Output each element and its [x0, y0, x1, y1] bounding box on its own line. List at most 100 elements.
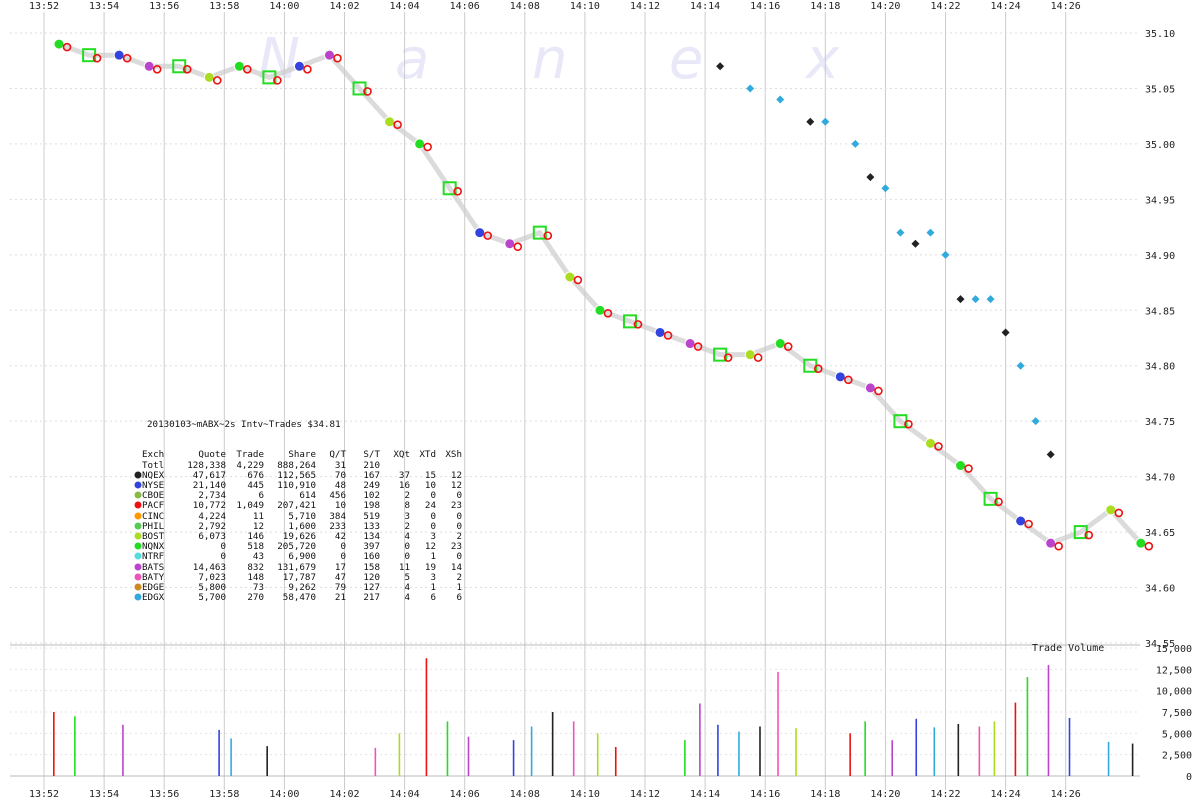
- volume-bar: [1014, 702, 1017, 776]
- x-tick-label: 14:26: [1051, 1, 1081, 12]
- legend-cell: 47,617: [192, 469, 226, 481]
- legend-cell: 1,600: [288, 520, 316, 532]
- legend-row: CBOE 2,734 6 614 456 102 2 0 0: [134, 491, 462, 501]
- legend-cell: 0: [456, 510, 462, 522]
- trade-marker-ring: [363, 87, 372, 96]
- legend-exchange-name: CBOE: [142, 490, 165, 502]
- legend-cell: 16: [398, 480, 410, 492]
- legend-row: BOST 6,073 146 19,626 42 134 4 3 2: [134, 530, 462, 542]
- volume-bar: [864, 721, 866, 776]
- trade-marker-ring: [543, 231, 553, 240]
- trade-marker-circle: [924, 437, 936, 449]
- volume-bar: [1068, 717, 1071, 776]
- legend-cell: 0: [430, 510, 436, 522]
- legend-cell: 4: [404, 592, 410, 604]
- legend-cell: 0: [430, 490, 436, 502]
- legend-cell: 205,720: [277, 541, 316, 553]
- volume-bar: [551, 712, 554, 776]
- legend-cell: 518: [247, 541, 264, 553]
- trade-marker-circle: [594, 304, 606, 316]
- volume-bar: [777, 671, 779, 776]
- legend-cell: 384: [329, 510, 346, 522]
- edgx-quote-marker: [776, 95, 785, 104]
- trade-marker-ring: [1054, 541, 1063, 551]
- legend-cell: 8: [404, 500, 410, 512]
- x-tick-label: 14:02: [329, 789, 359, 800]
- legend-row: NQEX 47,617 676 112,565 70 167 37 15 12: [134, 469, 462, 481]
- volume-bar: [425, 658, 428, 776]
- legend-cell: 43: [252, 551, 264, 563]
- volume-bar: [266, 746, 268, 776]
- x-tick-label: 14:20: [870, 1, 900, 12]
- legend-cell: 3: [430, 571, 436, 583]
- legend-cell: 217: [363, 592, 380, 604]
- trade-marker-ring: [934, 442, 943, 451]
- edgx-quote-marker: [806, 117, 815, 126]
- x-tick-label: 13:52: [29, 789, 59, 800]
- legend-cell: Q/T: [329, 449, 346, 461]
- legend-cell: Quote: [198, 449, 226, 461]
- trade-marker-ring: [844, 375, 853, 385]
- price-markers: [53, 38, 1154, 551]
- volume-label: Trade Volume: [1032, 643, 1104, 654]
- legend-exchange-name: Totl: [142, 459, 165, 471]
- legend-cell: 5,710: [288, 510, 316, 522]
- chart-gridlines: [10, 12, 1140, 790]
- legend-cell: 5,700: [198, 592, 226, 604]
- x-tick-label: 13:56: [149, 789, 179, 800]
- legend-cell: 6: [258, 490, 264, 502]
- volume-bar: [1026, 677, 1029, 776]
- legend-cell: 6,900: [288, 551, 316, 563]
- legend-cell: 133: [363, 520, 380, 532]
- trade-marker-ring: [633, 320, 643, 329]
- legend-cell: 832: [247, 561, 264, 573]
- legend-cell: XSh: [445, 449, 462, 461]
- legend-cell: 70: [334, 469, 346, 481]
- legend-cell: 14: [450, 561, 462, 573]
- legend-row: EDGX 5,700 270 58,470 21 217 4 6 6: [134, 592, 462, 604]
- legend-row: NQNX 0 518 205,720 0 397 0 12 23: [134, 542, 462, 552]
- trade-marker-circle: [744, 349, 756, 361]
- x-tick-label: 14:14: [690, 1, 720, 12]
- legend-cell: 131,679: [277, 561, 316, 573]
- x-tick-label: 14:18: [810, 1, 840, 12]
- legend-cell: 37: [398, 469, 410, 481]
- volume-bar: [398, 733, 401, 776]
- legend-cell: 5,800: [198, 581, 226, 593]
- volume-tick-label: 15,000: [1156, 644, 1192, 655]
- y-tick-label: 34.75: [1145, 417, 1175, 428]
- legend-cell: 21,140: [192, 480, 226, 492]
- legend-cell: 19,626: [282, 530, 316, 542]
- trade-marker-ring: [513, 242, 523, 252]
- volume-bar: [891, 740, 894, 776]
- trade-marker-ring: [273, 76, 282, 85]
- edgx-quote-marker: [926, 228, 935, 237]
- legend-cell: 12: [252, 520, 264, 532]
- trade-marker-ring: [904, 419, 913, 429]
- legend-cell: 0: [456, 520, 462, 532]
- trade-marker-circle: [414, 138, 426, 150]
- trade-marker-ring: [723, 353, 733, 362]
- legend-cell: 1: [456, 581, 462, 593]
- volume-tick-label: 10,000: [1156, 687, 1192, 698]
- legend-cell: 456: [329, 490, 346, 502]
- trade-marker-ring: [212, 76, 222, 85]
- legend-cell: 134: [363, 530, 380, 542]
- trade-marker-ring: [573, 275, 583, 285]
- legend-swatch: [134, 532, 142, 542]
- legend-cell: 0: [404, 541, 410, 553]
- legend-row: Exch Quote Trade Share Q/T S/T XQt XTd XSh: [134, 450, 462, 460]
- volume-bar: [795, 728, 797, 776]
- trade-marker-ring: [994, 497, 1003, 507]
- volume-bar: [374, 747, 377, 776]
- legend-cell: 6: [456, 592, 462, 604]
- edgx-quote-marker: [896, 228, 905, 237]
- legend-cell: 4,224: [198, 510, 226, 522]
- legend-cell: 11: [252, 510, 264, 522]
- legend-cell: 160: [363, 551, 380, 563]
- legend-cell: 2: [404, 520, 410, 532]
- edgx-quote-marker: [956, 295, 965, 304]
- volume-bar: [53, 712, 55, 776]
- volume-bar: [614, 746, 617, 776]
- legend-cell: 0: [404, 551, 410, 563]
